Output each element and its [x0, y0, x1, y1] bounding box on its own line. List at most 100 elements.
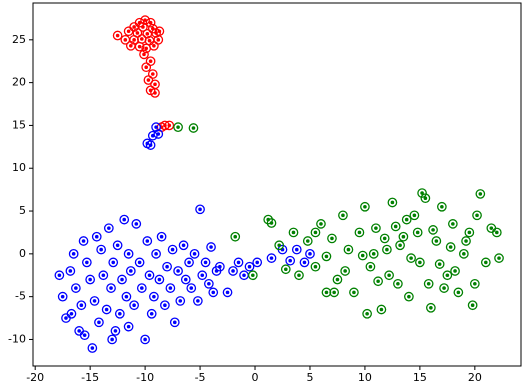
point-dot	[135, 31, 140, 35]
point-dot	[475, 213, 479, 218]
point	[200, 257, 211, 268]
point	[193, 296, 203, 306]
point	[147, 69, 158, 79]
point-ring	[98, 270, 109, 281]
point-ring	[82, 257, 92, 268]
point-ring	[310, 261, 321, 272]
point	[445, 242, 456, 252]
point	[332, 274, 343, 285]
point-dot	[187, 260, 191, 265]
point-dot	[149, 311, 154, 316]
point-dot	[123, 38, 128, 42]
point-dot	[82, 333, 87, 337]
point-dot	[189, 286, 194, 290]
y-tick-label: 20	[12, 76, 26, 89]
point-ring	[390, 221, 401, 232]
point-dot	[247, 264, 252, 269]
point-ring	[112, 30, 123, 41]
point	[450, 266, 460, 276]
point-ring	[415, 257, 425, 268]
point-ring	[85, 274, 96, 285]
point-ring	[156, 231, 167, 242]
point	[437, 201, 447, 212]
point-ring	[401, 214, 412, 225]
point	[151, 122, 161, 132]
point	[123, 248, 134, 259]
point-dot	[60, 294, 65, 299]
point-ring	[431, 236, 442, 246]
point-dot	[357, 230, 362, 235]
point-ring	[327, 233, 337, 244]
point-ring	[153, 129, 164, 139]
point-dot	[332, 290, 336, 295]
point	[89, 296, 100, 306]
point	[173, 266, 183, 276]
point-ring	[420, 193, 431, 204]
point-dot	[115, 243, 120, 248]
point-ring	[147, 130, 158, 141]
point-ring	[173, 122, 183, 132]
point-dot	[92, 299, 97, 303]
point-dot	[57, 273, 62, 278]
point-ring	[103, 223, 114, 234]
point-ring	[305, 248, 315, 259]
point-dot	[335, 277, 340, 282]
point	[247, 270, 258, 281]
point	[94, 317, 104, 328]
point	[305, 248, 315, 259]
point-ring	[142, 236, 153, 246]
point	[96, 244, 106, 255]
point-ring	[134, 41, 145, 52]
point-ring	[145, 140, 156, 150]
point-dot	[376, 279, 380, 284]
point-dot	[453, 269, 457, 273]
y-tick-label: 0	[19, 247, 26, 260]
point	[360, 201, 370, 212]
point	[486, 223, 497, 234]
point-ring	[145, 17, 156, 28]
point-dot	[363, 204, 367, 209]
point-dot	[233, 234, 238, 239]
point	[239, 270, 249, 281]
point-dot	[176, 269, 180, 273]
point-dot	[231, 269, 235, 273]
point	[123, 26, 134, 37]
point-ring	[469, 278, 480, 289]
point	[431, 236, 442, 246]
point	[140, 15, 150, 25]
point-dot	[172, 320, 177, 325]
point-ring	[230, 231, 241, 242]
point-dot	[209, 245, 213, 249]
point-ring	[480, 257, 491, 268]
point-dot	[473, 282, 477, 286]
point	[146, 308, 157, 319]
point-ring	[368, 248, 379, 259]
point-dot	[148, 20, 153, 25]
point	[178, 240, 189, 251]
point	[467, 300, 478, 311]
point	[222, 287, 233, 298]
point	[393, 278, 403, 289]
point	[439, 283, 449, 293]
point-ring	[233, 257, 244, 268]
point-dot	[64, 316, 68, 320]
point-ring	[78, 236, 89, 246]
point-ring	[110, 326, 121, 336]
point-dot	[313, 264, 318, 269]
point	[475, 189, 486, 199]
x-tick-label: 20	[468, 371, 482, 384]
point	[138, 22, 148, 32]
point-dot	[297, 273, 301, 278]
point-dot	[167, 123, 172, 128]
point	[123, 321, 134, 332]
point-dot	[225, 290, 230, 295]
point	[299, 257, 310, 268]
point-ring	[180, 274, 191, 285]
point-ring	[387, 197, 398, 208]
point-dot	[94, 234, 99, 239]
point-dot	[152, 294, 156, 299]
point-ring	[189, 248, 200, 259]
point-ring	[321, 287, 332, 298]
point-ring	[214, 261, 225, 272]
point-ring	[475, 189, 486, 199]
